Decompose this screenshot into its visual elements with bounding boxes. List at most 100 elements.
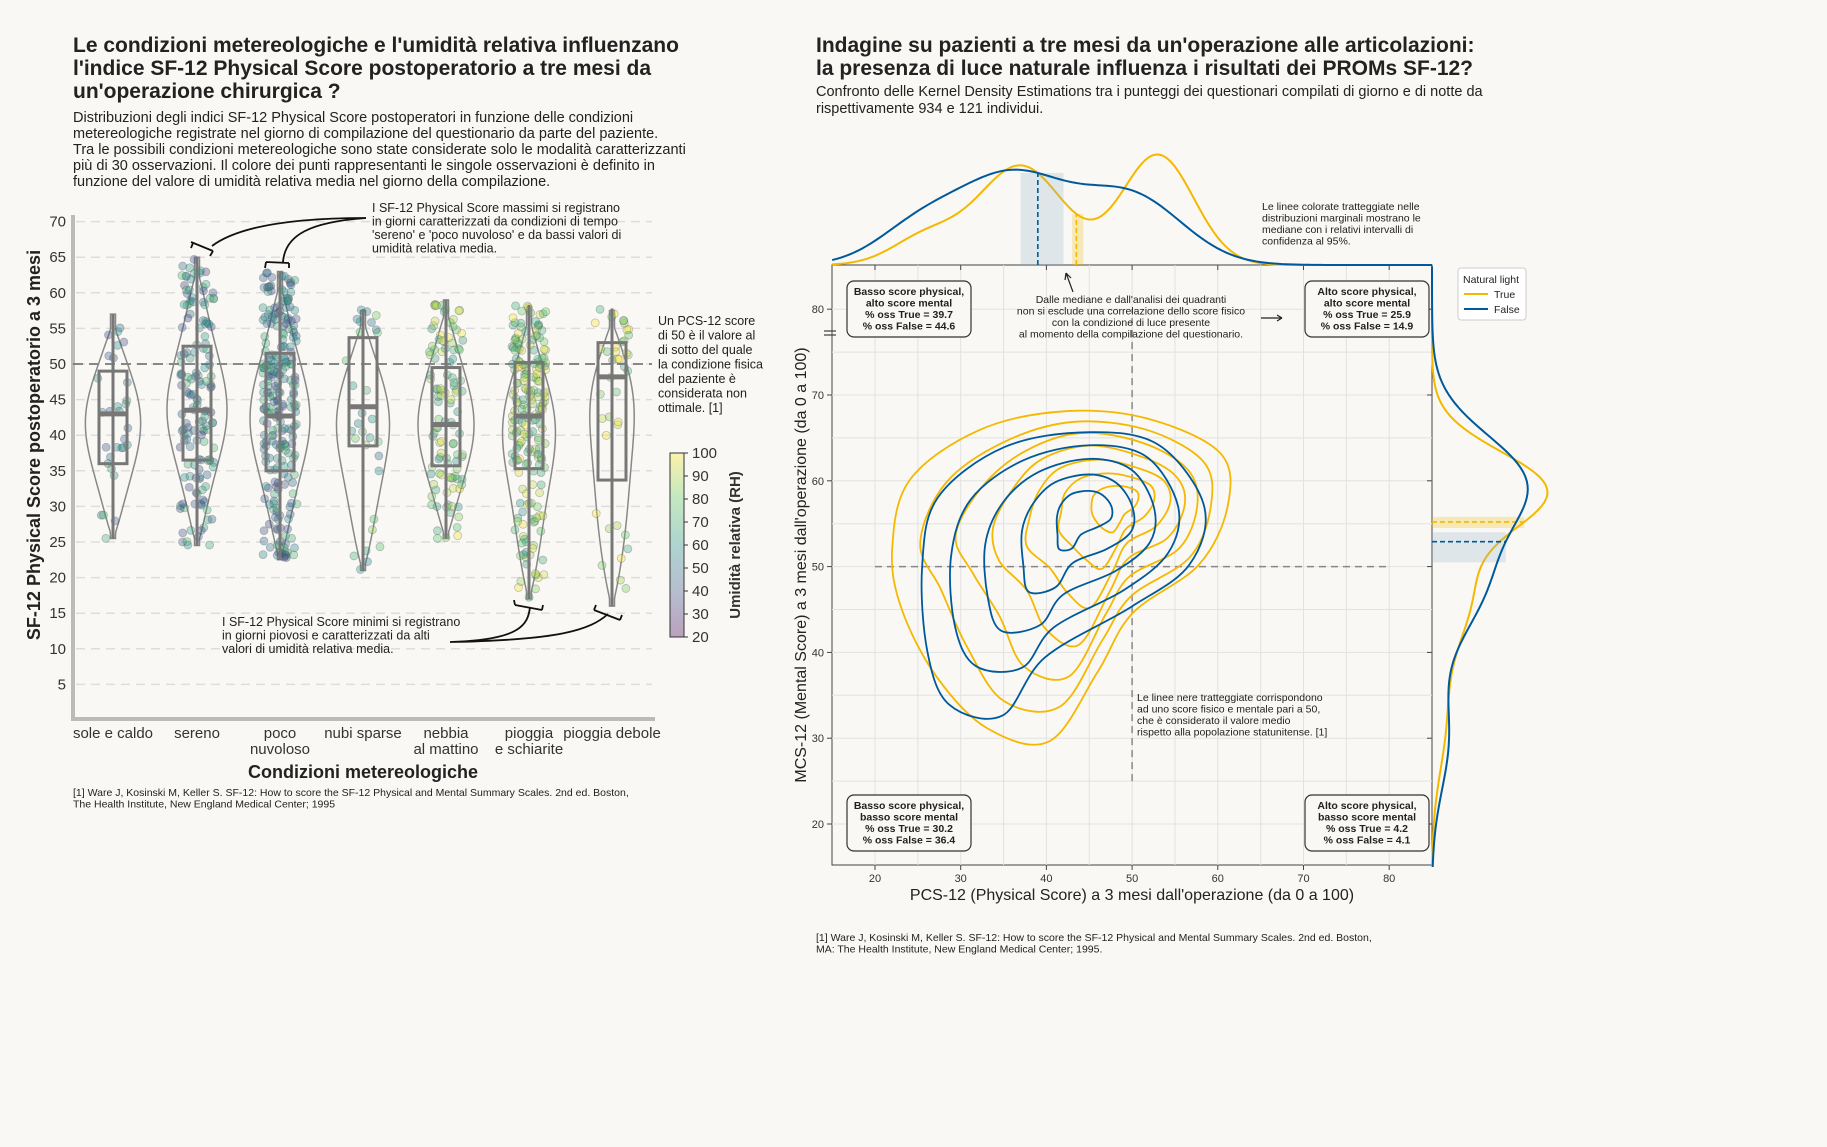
data-point	[427, 324, 437, 334]
reference-line: [1] Ware J, Kosinski M, Keller S. SF-12:…	[73, 787, 629, 799]
data-point	[619, 316, 629, 325]
annotation-line: di 50 è il valore al	[658, 329, 755, 343]
data-point	[455, 484, 464, 494]
data-point	[268, 425, 278, 435]
data-point	[283, 296, 292, 306]
data-point	[264, 282, 274, 291]
data-point	[455, 345, 464, 355]
quadrant-text: % oss False = 36.4	[863, 835, 956, 847]
data-point	[591, 509, 601, 518]
data-point	[531, 444, 541, 454]
kde-contour-false	[1055, 489, 1114, 552]
data-point	[185, 353, 195, 363]
data-point	[448, 354, 458, 364]
bracket-connector-min	[449, 599, 623, 643]
data-point	[291, 336, 301, 346]
data-point	[449, 315, 458, 324]
data-point	[286, 280, 296, 290]
box	[347, 336, 379, 448]
data-point	[285, 278, 295, 288]
data-point	[283, 294, 292, 303]
annotation-line: confidenza al 95%.	[1262, 236, 1351, 248]
violin	[84, 313, 142, 540]
data-point	[520, 429, 529, 439]
y-tick-label: 40	[49, 427, 66, 444]
data-point	[270, 477, 280, 487]
quadrant-text: basso score mental	[860, 812, 958, 824]
box	[430, 366, 462, 468]
data-point	[425, 347, 434, 357]
data-point	[203, 515, 213, 525]
annotation-line: in giorni caratterizzati da condizioni d…	[372, 215, 618, 229]
x-tick-label: 30	[955, 873, 967, 885]
data-point	[435, 330, 445, 340]
subtitle-line: Distribuzioni degli indici SF-12 Physica…	[73, 110, 633, 126]
data-point	[283, 313, 293, 323]
x-tick-label: 20	[869, 873, 881, 885]
data-point	[201, 482, 211, 491]
data-point	[430, 354, 440, 363]
data-point	[430, 316, 440, 326]
x-tick-label: 40	[1040, 873, 1052, 885]
quadrant-text: alto score mental	[866, 298, 952, 310]
quadrant-box-bottom-right	[1304, 794, 1430, 852]
subtitle-line: metereologiche registrate nel giorno di …	[73, 126, 658, 142]
data-point	[262, 268, 271, 278]
x-tick-label: sereno	[174, 725, 220, 742]
data-point	[175, 504, 185, 513]
data-point	[263, 282, 272, 292]
quadrant-text: % oss True = 39.7	[865, 309, 953, 321]
title-line: un'operazione chirurgica ?	[73, 80, 341, 103]
y-tick-label: 70	[812, 390, 824, 402]
data-point	[435, 438, 445, 448]
x-tick-label: nebbia	[423, 725, 469, 742]
data-point	[258, 303, 268, 312]
data-point	[436, 437, 446, 446]
data-point	[182, 537, 192, 546]
data-point	[511, 333, 521, 343]
subtitle-line: più di 30 osservazioni. Il colore dei pu…	[73, 158, 655, 174]
data-point	[283, 524, 293, 534]
data-point	[516, 437, 526, 447]
data-point	[511, 335, 521, 344]
data-point	[533, 321, 543, 331]
data-point	[371, 325, 381, 335]
data-point	[452, 325, 461, 335]
data-point	[180, 280, 189, 290]
quadrant-text: Basso score physical,	[854, 286, 964, 298]
colorbar	[669, 452, 685, 638]
data-point	[453, 502, 463, 512]
data-point	[538, 555, 548, 565]
quadrant-text: basso score mental	[1318, 812, 1416, 824]
data-point	[263, 287, 273, 297]
data-point	[284, 324, 294, 334]
data-point	[206, 322, 216, 332]
data-point	[202, 505, 212, 515]
data-point	[180, 472, 190, 482]
colorbar-label: Umidità relativa (RH)	[727, 471, 744, 619]
data-point	[367, 318, 376, 327]
x-tick-label: 60	[1212, 873, 1224, 885]
data-point	[266, 281, 276, 291]
data-point	[621, 584, 631, 593]
annotation-line: considerata non	[658, 387, 747, 401]
data-point	[614, 354, 624, 364]
data-point	[534, 320, 543, 330]
data-point	[185, 263, 195, 273]
data-point	[517, 404, 527, 414]
y-axis-label: SF-12 Physical Score postoperatorio a 3 …	[24, 250, 44, 640]
data-point	[198, 495, 208, 505]
bracket-connector-max	[190, 217, 367, 269]
x-tick-label: sole e caldo	[73, 725, 153, 742]
data-point	[532, 502, 542, 512]
data-point	[179, 300, 189, 309]
reference-line: The Health Institute, New England Medica…	[73, 799, 335, 811]
subtitle-line: Tra le possibili condizioni metereologic…	[73, 142, 686, 158]
data-point	[514, 339, 524, 349]
data-point	[454, 306, 464, 316]
data-point	[452, 474, 462, 484]
data-point	[531, 584, 540, 594]
y-median-ci-band	[1432, 516, 1525, 528]
data-point	[430, 301, 440, 311]
data-point	[184, 389, 194, 398]
